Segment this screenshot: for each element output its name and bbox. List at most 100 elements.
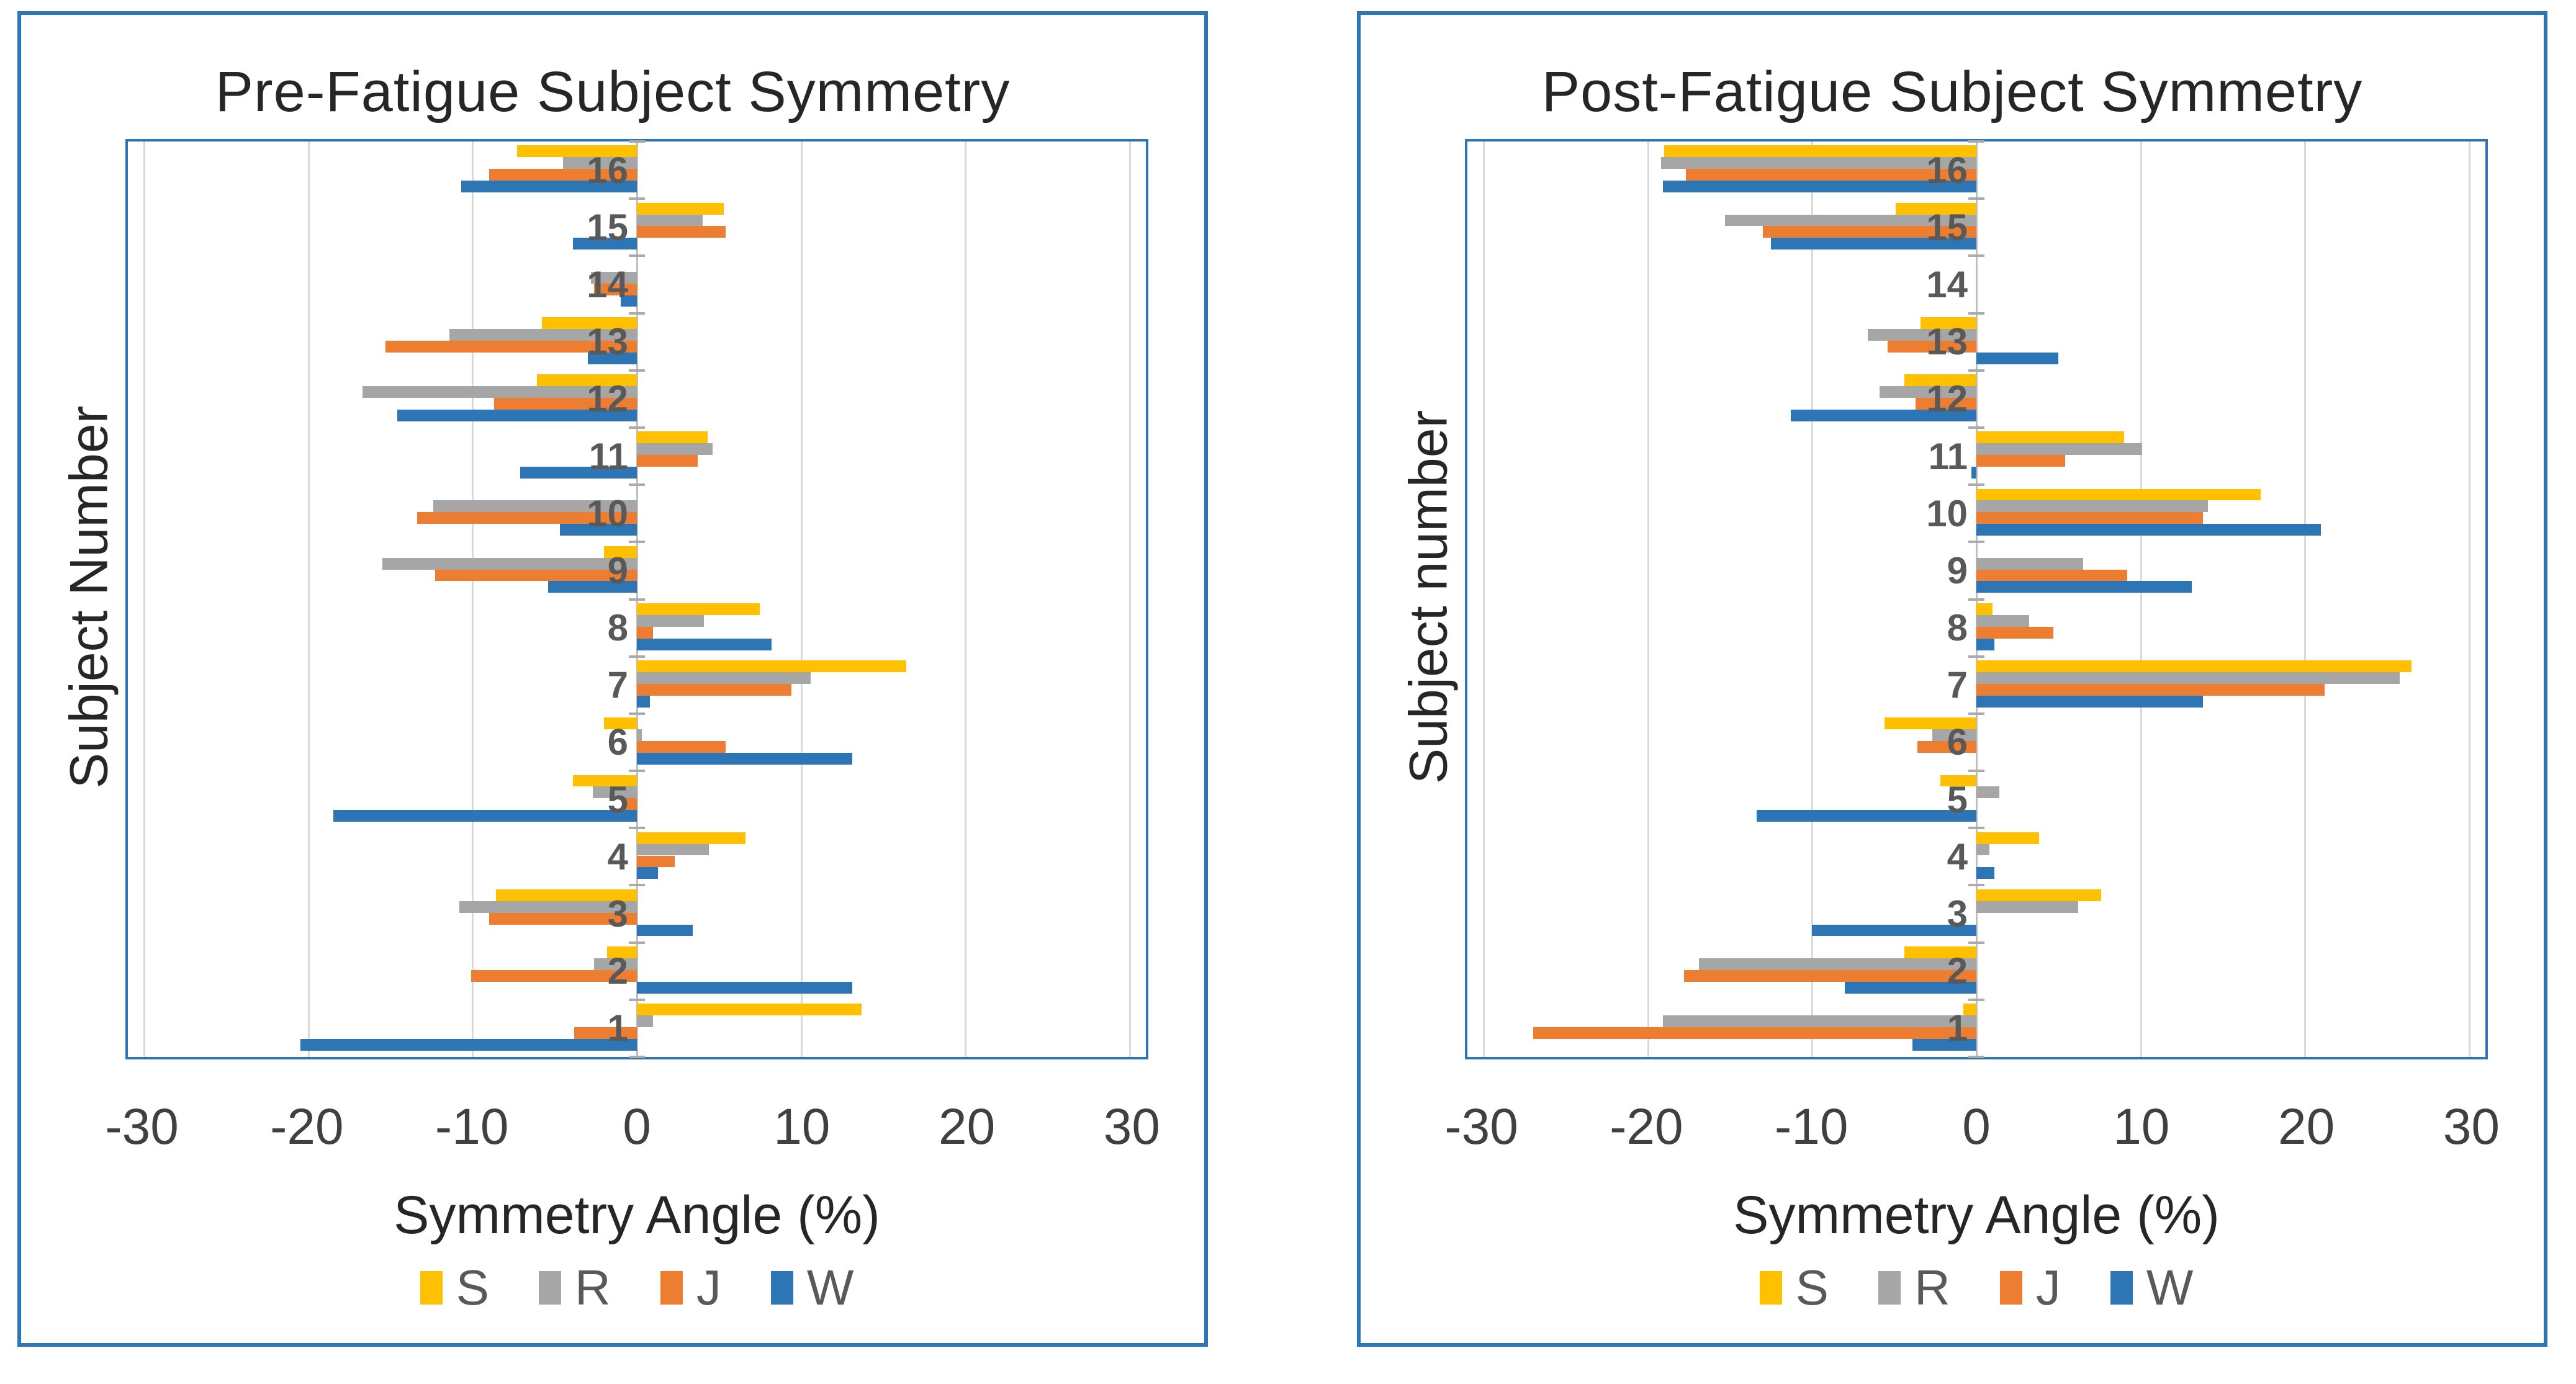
x-tick-label--20: -20 [270,1099,344,1155]
bar-subject8-W [637,638,772,650]
y-axis-label-box-pre: Subject Number [40,139,139,1054]
bar-subject5-S [1940,775,1976,787]
bar-subject1-R [1662,1015,1976,1028]
x-tick-label-20: 20 [2278,1099,2335,1155]
bar-subject15-J [1763,226,1976,238]
category-label-12: 12 [587,378,628,420]
bar-subject5-S [572,775,637,787]
category-tick [1968,884,1984,887]
x-tick-label--30: -30 [105,1099,179,1155]
category-tick [1968,827,1984,830]
bar-subject1-S [1963,1004,1976,1016]
bar-subject2-R [594,958,637,970]
bar-subject1-W [300,1038,637,1051]
legend-item-S: S [420,1259,489,1316]
category-tick [629,884,645,887]
gridline-10 [2140,142,2142,1057]
category-label-11: 11 [588,435,628,477]
bar-subject3-R [1976,901,2078,913]
category-tick [1968,598,1984,601]
category-label-8: 8 [607,607,628,649]
bar-subject16-R [1661,157,1976,169]
bar-subject4-S [637,832,745,844]
bar-subject7-S [637,660,906,673]
category-tick [1968,140,1984,143]
x-tick-label-10: 10 [2113,1099,2170,1155]
bar-subject6-J [637,741,726,753]
bar-subject15-J [637,226,726,238]
category-tick [1968,998,1984,1001]
bar-subject5-J [622,798,637,811]
bar-subject4-W [637,867,659,879]
bar-subject10-R [1976,500,2208,513]
category-label-4: 4 [607,835,628,878]
category-tick [629,541,645,544]
category-label-6: 6 [607,721,628,763]
category-label-1: 1 [607,1007,628,1049]
bar-subject16-S [516,145,637,158]
bar-subject15-R [1725,214,1976,227]
bar-subject10-R [433,500,637,513]
bar-subject10-W [1976,524,2322,536]
legend-swatch-J [1999,1271,2022,1305]
category-tick [629,827,645,830]
bar-subject13-S [1921,317,1976,329]
bar-subject5-W [1756,810,1976,822]
bar-subject11-R [637,443,713,456]
category-label-8: 8 [1947,607,1968,649]
bar-subject11-S [637,431,708,444]
bar-subject11-W [520,467,637,479]
bar-subject6-J [1917,741,1976,753]
gridline--20 [1647,142,1649,1057]
bar-subject9-R [1976,557,2083,570]
category-label-3: 3 [607,893,628,935]
x-tick-label--20: -20 [1610,1099,1683,1155]
bar-subject6-R [1932,729,1976,742]
legend-label-R: R [1914,1260,1950,1315]
category-tick [1968,1056,1984,1058]
bar-subject3-W [637,924,693,937]
category-label-6: 6 [1947,721,1968,763]
category-label-5: 5 [1947,778,1968,820]
bar-subject8-R [637,614,705,627]
legend-swatch-R [1878,1271,1901,1305]
category-label-14: 14 [1926,263,1968,305]
bar-subject15-R [637,214,703,227]
bar-subject16-S [1664,145,1976,158]
bar-subject7-J [1976,683,2325,696]
pre-fatigue-figure: Pre-Fatigue Subject Symmetry Subject Num… [17,11,1208,1347]
category-tick [1968,312,1984,315]
category-tick [629,197,645,200]
legend-label-S: S [1795,1260,1829,1315]
bar-subject15-W [572,238,637,250]
legend-swatch-S [1759,1271,1782,1305]
x-tick-label-0: 0 [1962,1099,1991,1155]
category-label-13: 13 [1926,321,1968,363]
category-tick [629,598,645,601]
category-tick [1968,483,1984,487]
bar-subject10-S [1976,488,2261,501]
bar-subject14-R [590,271,637,284]
bar-subject2-W [637,981,852,994]
bar-subject6-S [604,717,637,730]
legend-swatch-W [2110,1271,2133,1305]
category-label-16: 16 [587,149,628,191]
bar-subject5-R [592,786,637,799]
bar-subject13-W [587,352,637,364]
y-axis-label-pre: Subject Number [59,405,119,788]
bar-subject9-J [1976,569,2128,582]
category-tick [629,312,645,315]
bar-subject3-J [489,912,637,925]
category-tick [1968,197,1984,200]
bar-subject10-J [417,512,637,524]
category-label-15: 15 [1926,206,1968,248]
bar-subject12-J [493,398,637,410]
bar-subject13-J [1888,340,1976,353]
legend-label-J: J [696,1260,721,1315]
gridline-20 [965,142,967,1057]
legend-item-R: R [539,1259,611,1316]
bar-subject12-W [1791,409,1976,421]
legend-label-R: R [575,1260,611,1315]
bar-subject12-S [1904,374,1976,387]
